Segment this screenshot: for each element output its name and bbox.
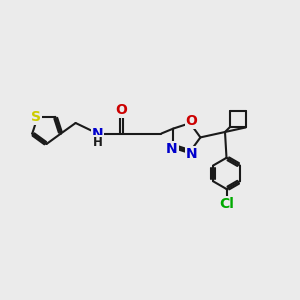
- Text: O: O: [186, 114, 197, 128]
- Text: N: N: [186, 147, 197, 161]
- Text: N: N: [166, 142, 178, 156]
- Text: N: N: [92, 127, 103, 140]
- Text: S: S: [31, 110, 41, 124]
- Text: H: H: [93, 136, 102, 149]
- Text: O: O: [116, 103, 128, 117]
- Text: Cl: Cl: [219, 197, 234, 211]
